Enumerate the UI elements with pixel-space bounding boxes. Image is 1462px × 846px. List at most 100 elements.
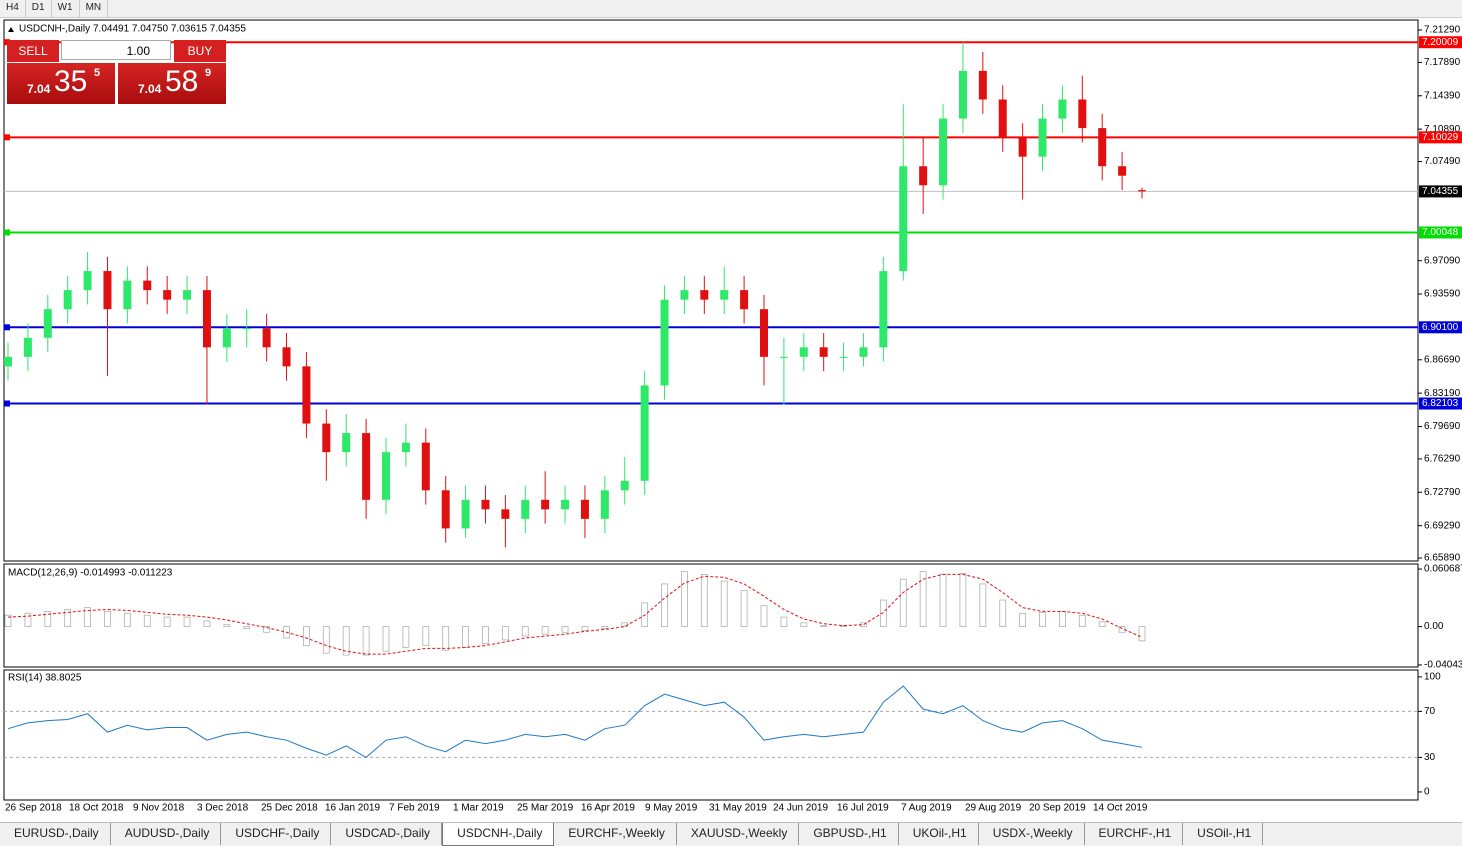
chart-tab[interactable]: XAUUSD-,Weekly — [677, 823, 800, 845]
macd-bar — [780, 616, 788, 627]
macd-bar — [1019, 612, 1027, 627]
macd-bar — [760, 605, 768, 627]
chart-tab[interactable]: AUDUSD-,Daily — [111, 823, 222, 845]
y-tick-label: 6.72790 — [1424, 487, 1461, 498]
candle-body — [799, 347, 808, 357]
candle-body — [740, 290, 749, 310]
macd-bar — [601, 626, 609, 629]
bid-pips: 35 — [54, 65, 88, 98]
candle-body — [600, 490, 609, 519]
macd-bar — [919, 571, 927, 627]
macd-bar — [800, 622, 808, 627]
ask-pips: 58 — [165, 65, 199, 98]
chart-tab[interactable]: GBPUSD-,H1 — [799, 823, 899, 845]
trade-panel: SELL 1.00 BUY 7.04 35 5 7.04 58 9 — [7, 40, 226, 105]
candle-body — [919, 166, 928, 186]
panel-frame — [3, 19, 1419, 562]
candle-body — [322, 423, 331, 453]
chart: 7.21290 7.17890 7.14390 7.10890 7.07490 6.970… — [3, 19, 1462, 814]
candle-body — [4, 356, 12, 367]
x-tick-label: 25 Dec 2018 — [261, 803, 318, 814]
y-tick-label: 6.86690 — [1424, 354, 1461, 365]
x-tick-label: 18 Oct 2018 — [69, 803, 124, 814]
chart-tab[interactable]: USOil-,H1 — [1183, 823, 1264, 845]
candle-body — [561, 499, 570, 510]
buy-button[interactable]: BUY — [174, 40, 226, 62]
sell-button[interactable]: SELL — [7, 40, 59, 62]
macd-bar — [104, 611, 111, 627]
candle-body — [362, 433, 371, 500]
y-tick-label: 6.93590 — [1424, 289, 1461, 300]
y-tick-label: 7.07490 — [1424, 156, 1461, 167]
chart-tab[interactable]: USDCNH-,Daily — [442, 823, 555, 846]
candle-body — [43, 309, 52, 338]
macd-bar — [959, 573, 967, 627]
candle-body — [342, 433, 351, 453]
bid-frac: 5 — [94, 67, 101, 79]
candle-body — [441, 490, 450, 529]
candle-body — [899, 166, 908, 272]
x-tick-label: 9 May 2019 — [645, 803, 698, 814]
timeframe-button[interactable]: MN — [80, 0, 109, 17]
y-tick-label: 100 — [1424, 672, 1441, 683]
current-price-label: 7.04355 — [1422, 186, 1459, 197]
macd-bar — [382, 626, 390, 652]
ask-big: 7.04 — [138, 82, 162, 96]
level-handle — [4, 324, 10, 331]
timeframe-button[interactable]: H4 — [0, 0, 26, 17]
x-tick-label: 29 Aug 2019 — [965, 803, 1022, 814]
x-tick-label: 3 Dec 2018 — [197, 803, 249, 814]
macd-bar — [621, 622, 629, 627]
candle-body — [1018, 137, 1027, 157]
chart-tab[interactable]: USDCHF-,Daily — [221, 823, 332, 845]
lots-input[interactable]: 1.00 — [61, 40, 171, 60]
macd-bar — [740, 590, 748, 627]
macd-bar — [243, 626, 251, 629]
candle-body — [202, 290, 211, 348]
candle-body — [1098, 128, 1107, 167]
y-tick-label: 70 — [1424, 706, 1436, 717]
macd-bar — [422, 626, 430, 646]
level-tag — [1419, 36, 1462, 49]
y-tick-label: -0.040432 — [1424, 660, 1462, 671]
chart-tab[interactable]: UKOil-,H1 — [899, 823, 979, 845]
candle-body — [839, 356, 848, 358]
ask-box[interactable]: 7.04 58 9 — [118, 63, 226, 104]
chart-tab[interactable]: EURUSD-,Daily — [0, 823, 111, 845]
level-tag — [1419, 397, 1462, 410]
macd-bar — [541, 626, 549, 635]
chart-tab[interactable]: USDX-,Weekly — [979, 823, 1085, 845]
candle-body — [501, 509, 510, 519]
level-label: 7.10029 — [1422, 132, 1459, 143]
timeframe-button[interactable]: D1 — [26, 0, 52, 17]
candle-body — [1138, 190, 1146, 192]
chart-tab[interactable]: EURCHF-,Weekly — [554, 823, 677, 845]
panel-frame — [3, 669, 1419, 801]
level-label: 6.82103 — [1422, 398, 1459, 409]
candle-body — [242, 328, 251, 330]
candle-body — [978, 70, 987, 100]
chart-tab[interactable]: USDCAD-,Daily — [331, 823, 443, 845]
candle-body — [401, 442, 410, 453]
x-tick-label: 25 Mar 2019 — [517, 803, 574, 814]
timeframe-button[interactable]: W1 — [52, 0, 80, 17]
level-label: 7.00048 — [1422, 227, 1459, 238]
macd-bar — [521, 626, 529, 637]
macd-signal — [7, 573, 1143, 655]
candle-body — [760, 309, 768, 357]
macd-bar — [501, 626, 509, 641]
level-tag — [1419, 226, 1462, 239]
candle-body — [1058, 99, 1067, 119]
bid-big: 7.04 — [27, 82, 51, 96]
panel-frame — [3, 563, 1419, 668]
y-tick-label: 7.17890 — [1424, 57, 1461, 68]
candle-body — [421, 442, 430, 491]
chart-tabs: EURUSD-,Daily AUDUSD-,Daily USDCHF-,Daily U… — [0, 822, 1462, 846]
macd-bar — [342, 626, 350, 656]
candle-body — [700, 290, 709, 300]
bid-box[interactable]: 7.04 35 5 — [7, 63, 115, 104]
y-tick-label: 0.060687 — [1424, 564, 1462, 575]
level-label: 7.20009 — [1422, 37, 1459, 48]
macd-bar — [1098, 621, 1106, 627]
chart-tab[interactable]: EURCHF-,H1 — [1085, 823, 1184, 845]
